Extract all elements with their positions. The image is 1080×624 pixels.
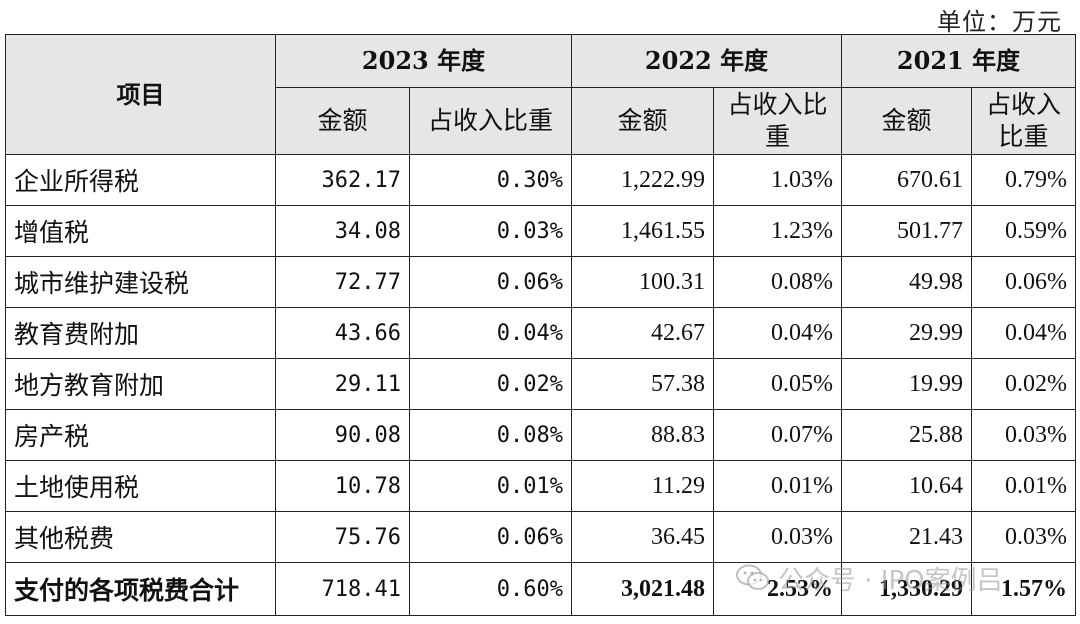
share-2023: 0.06% (409, 511, 572, 563)
table-row: 地方教育附加 29.11 0.02% 57.38 0.05% 19.99 0.0… (5, 358, 1076, 410)
row-label: 房产税 (5, 409, 276, 461)
row-label: 增值税 (5, 205, 276, 257)
table-row: 房产税 90.08 0.08% 88.83 0.07% 25.88 0.03% (5, 409, 1076, 461)
amount-2021: 25.88 (841, 409, 972, 461)
amount-2022: 42.67 (571, 307, 714, 359)
share-2022: 0.01% (713, 460, 842, 512)
table-row: 增值税 34.08 0.03% 1,461.55 1.23% 501.77 0.… (5, 205, 1076, 257)
total-amount-2023: 718.41 (275, 562, 410, 616)
header-item: 项目 (5, 34, 276, 155)
share-2023: 0.04% (409, 307, 572, 359)
share-2023: 0.01% (409, 460, 572, 512)
table-row: 土地使用税 10.78 0.01% 11.29 0.01% 10.64 0.01… (5, 460, 1076, 512)
amount-2023: 29.11 (275, 358, 410, 410)
share-2023: 0.30% (409, 154, 572, 206)
table-row: 城市维护建设税 72.77 0.06% 100.31 0.08% 49.98 0… (5, 256, 1076, 308)
row-label: 教育费附加 (5, 307, 276, 359)
total-amount-2022: 3,021.48 (571, 562, 714, 616)
share-2023: 0.02% (409, 358, 572, 410)
amount-2021: 29.99 (841, 307, 972, 359)
amount-2021: 19.99 (841, 358, 972, 410)
share-2023: 0.06% (409, 256, 572, 308)
row-label: 其他税费 (5, 511, 276, 563)
row-label: 地方教育附加 (5, 358, 276, 410)
table-row: 企业所得税 362.17 0.30% 1,222.99 1.03% 670.61… (5, 154, 1076, 206)
amount-2021: 670.61 (841, 154, 972, 206)
share-2023: 0.08% (409, 409, 572, 461)
tax-table: 项目 2023 年度 2022 年度 2021 年度 金额 占收入比重 金额 占… (5, 34, 1076, 616)
amount-2023: 43.66 (275, 307, 410, 359)
unit-label: 单位：万元 (937, 8, 1062, 36)
share-2022: 0.03% (713, 511, 842, 563)
share-2021: 0.03% (971, 511, 1076, 563)
header-amount-2021: 金额 (841, 87, 972, 155)
total-share-2022: 2.53% (713, 562, 842, 616)
table-row: 教育费附加 43.66 0.04% 42.67 0.04% 29.99 0.04… (5, 307, 1076, 359)
amount-2023: 90.08 (275, 409, 410, 461)
share-2021: 0.04% (971, 307, 1076, 359)
total-amount-2021: 1,330.29 (841, 562, 972, 616)
total-label: 支付的各项税费合计 (5, 562, 276, 616)
header-year-2023: 2023 年度 (275, 34, 572, 88)
share-2022: 0.05% (713, 358, 842, 410)
header-share-2023: 占收入比重 (409, 87, 572, 155)
total-share-2023: 0.60% (409, 562, 572, 616)
amount-2022: 11.29 (571, 460, 714, 512)
share-2021: 0.06% (971, 256, 1076, 308)
row-label: 土地使用税 (5, 460, 276, 512)
share-2021: 0.02% (971, 358, 1076, 410)
header-amount-2023: 金额 (275, 87, 410, 155)
share-2022: 0.04% (713, 307, 842, 359)
share-2023: 0.03% (409, 205, 572, 257)
amount-2022: 36.45 (571, 511, 714, 563)
amount-2022: 1,222.99 (571, 154, 714, 206)
table-row: 其他税费 75.76 0.06% 36.45 0.03% 21.43 0.03% (5, 511, 1076, 563)
header-share-2022: 占收入比重 (713, 87, 842, 155)
amount-2023: 34.08 (275, 205, 410, 257)
amount-2021: 49.98 (841, 256, 972, 308)
total-share-2021: 1.57% (971, 562, 1076, 616)
share-2021: 0.59% (971, 205, 1076, 257)
header-amount-2022: 金额 (571, 87, 714, 155)
share-2022: 0.07% (713, 409, 842, 461)
header-share-2021-text: 占收入比重 (985, 90, 1061, 151)
share-2021: 0.03% (971, 409, 1076, 461)
header-share-2022-text: 占收入比重 (727, 90, 828, 151)
share-2021: 0.01% (971, 460, 1076, 512)
header-share-2021: 占收入比重 (971, 87, 1076, 155)
amount-2022: 1,461.55 (571, 205, 714, 257)
amount-2022: 100.31 (571, 256, 714, 308)
total-row: 支付的各项税费合计 718.41 0.60% 3,021.48 2.53% 1,… (5, 562, 1076, 616)
amount-2023: 75.76 (275, 511, 410, 563)
share-2022: 0.08% (713, 256, 842, 308)
amount-2022: 88.83 (571, 409, 714, 461)
row-label: 企业所得税 (5, 154, 276, 206)
amount-2021: 501.77 (841, 205, 972, 257)
amount-2023: 362.17 (275, 154, 410, 206)
share-2022: 1.23% (713, 205, 842, 257)
share-2021: 0.79% (971, 154, 1076, 206)
amount-2022: 57.38 (571, 358, 714, 410)
row-label: 城市维护建设税 (5, 256, 276, 308)
header-year-2021: 2021 年度 (841, 34, 1076, 88)
amount-2021: 10.64 (841, 460, 972, 512)
amount-2021: 21.43 (841, 511, 972, 563)
amount-2023: 10.78 (275, 460, 410, 512)
share-2022: 1.03% (713, 154, 842, 206)
header-year-2022: 2022 年度 (571, 34, 842, 88)
amount-2023: 72.77 (275, 256, 410, 308)
